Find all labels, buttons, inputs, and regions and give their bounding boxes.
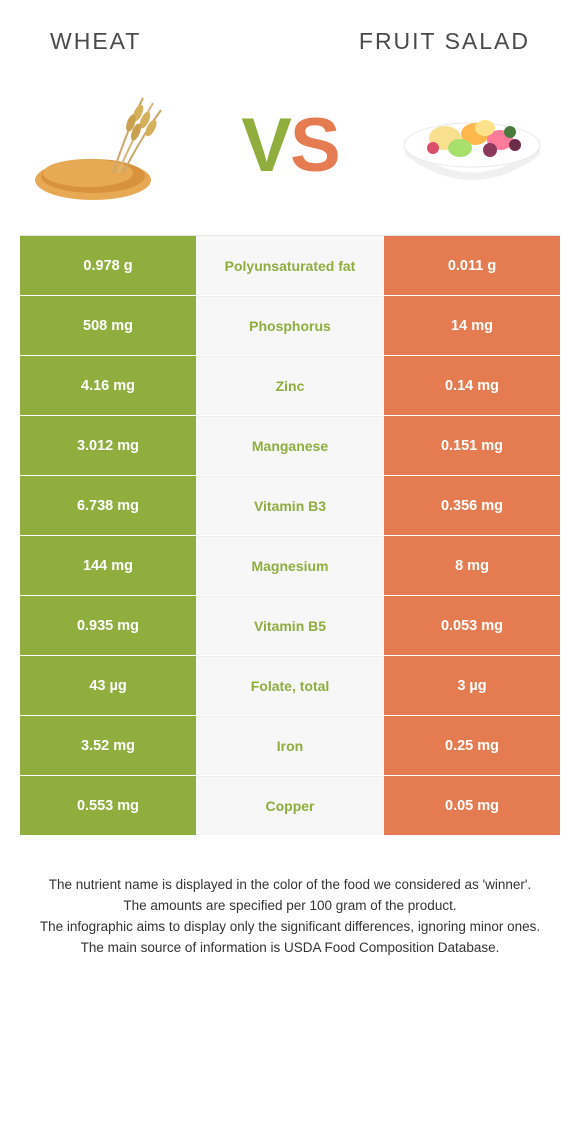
left-value: 144 mg	[20, 536, 196, 595]
right-value: 3 µg	[384, 656, 560, 715]
right-value: 0.011 g	[384, 236, 560, 295]
fruit-salad-image	[395, 85, 550, 205]
vs-row: VS	[0, 65, 580, 235]
footnotes: The nutrient name is displayed in the co…	[0, 836, 580, 958]
right-value: 8 mg	[384, 536, 560, 595]
table-row: 6.738 mgVitamin B30.356 mg	[20, 476, 560, 536]
right-value: 0.053 mg	[384, 596, 560, 655]
vs-s: S	[290, 103, 339, 188]
right-value: 0.25 mg	[384, 716, 560, 775]
table-row: 4.16 mgZinc0.14 mg	[20, 356, 560, 416]
left-value: 508 mg	[20, 296, 196, 355]
left-value: 0.553 mg	[20, 776, 196, 835]
left-food-title: Wheat	[50, 28, 141, 55]
left-value: 0.935 mg	[20, 596, 196, 655]
right-value: 0.151 mg	[384, 416, 560, 475]
nutrient-label: Copper	[196, 776, 384, 835]
left-value: 4.16 mg	[20, 356, 196, 415]
right-value: 0.356 mg	[384, 476, 560, 535]
table-row: 0.553 mgCopper0.05 mg	[20, 776, 560, 836]
nutrient-label: Iron	[196, 716, 384, 775]
nutrient-label: Phosphorus	[196, 296, 384, 355]
left-value: 0.978 g	[20, 236, 196, 295]
left-value: 43 µg	[20, 656, 196, 715]
right-food-title: Fruit salad	[359, 28, 530, 55]
table-row: 3.012 mgManganese0.151 mg	[20, 416, 560, 476]
left-value: 6.738 mg	[20, 476, 196, 535]
nutrient-label: Manganese	[196, 416, 384, 475]
right-value: 14 mg	[384, 296, 560, 355]
nutrient-label: Magnesium	[196, 536, 384, 595]
nutrient-label: Vitamin B5	[196, 596, 384, 655]
nutrient-table: 0.978 gPolyunsaturated fat0.011 g508 mgP…	[20, 235, 560, 836]
footnote-line: The amounts are specified per 100 gram o…	[28, 897, 552, 916]
right-value: 0.05 mg	[384, 776, 560, 835]
table-row: 508 mgPhosphorus14 mg	[20, 296, 560, 356]
table-row: 3.52 mgIron0.25 mg	[20, 716, 560, 776]
footnote-line: The main source of information is USDA F…	[28, 939, 552, 958]
left-value: 3.52 mg	[20, 716, 196, 775]
footnote-line: The infographic aims to display only the…	[28, 918, 552, 937]
right-value: 0.14 mg	[384, 356, 560, 415]
vs-label: VS	[241, 102, 338, 189]
footnote-line: The nutrient name is displayed in the co…	[28, 876, 552, 895]
table-row: 43 µgFolate, total3 µg	[20, 656, 560, 716]
wheat-icon	[33, 88, 183, 203]
nutrient-label: Polyunsaturated fat	[196, 236, 384, 295]
left-value: 3.012 mg	[20, 416, 196, 475]
table-row: 0.978 gPolyunsaturated fat0.011 g	[20, 236, 560, 296]
nutrient-label: Folate, total	[196, 656, 384, 715]
vs-v: V	[241, 103, 290, 188]
fruit-salad-icon	[395, 90, 550, 200]
wheat-image	[30, 85, 185, 205]
table-row: 144 mgMagnesium8 mg	[20, 536, 560, 596]
header: Wheat Fruit salad	[0, 0, 580, 65]
table-row: 0.935 mgVitamin B50.053 mg	[20, 596, 560, 656]
nutrient-label: Vitamin B3	[196, 476, 384, 535]
nutrient-label: Zinc	[196, 356, 384, 415]
